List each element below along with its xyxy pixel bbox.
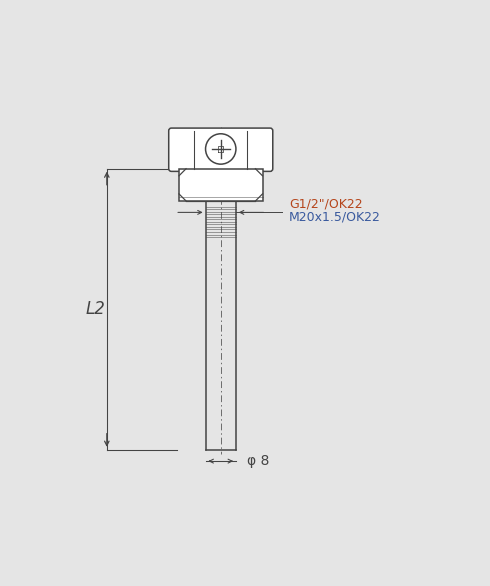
- Bar: [179, 169, 263, 201]
- Circle shape: [206, 134, 236, 164]
- Text: L2: L2: [85, 300, 105, 318]
- Text: M20x1.5/OK22: M20x1.5/OK22: [289, 210, 381, 223]
- Text: G1/2"/OK22: G1/2"/OK22: [289, 197, 363, 210]
- FancyBboxPatch shape: [169, 128, 273, 171]
- Text: φ 8: φ 8: [247, 454, 270, 468]
